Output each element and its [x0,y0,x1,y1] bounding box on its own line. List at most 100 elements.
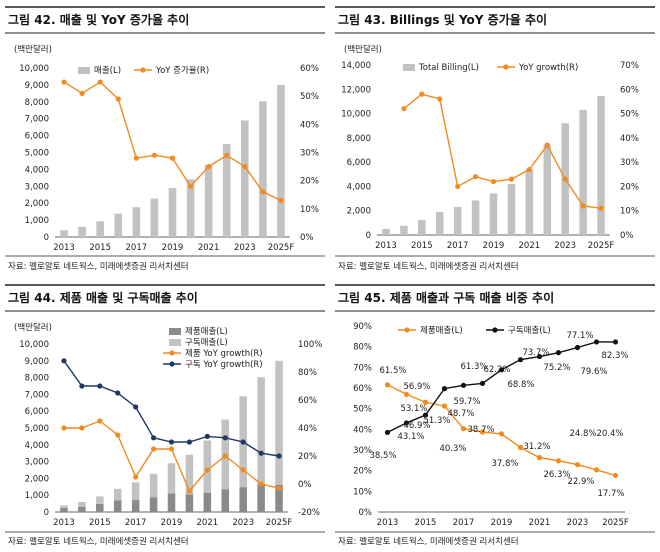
chart3-subscription-bar [275,360,283,485]
chart2-billing-bar [382,228,390,235]
chart1-revenue-bar [259,101,267,237]
chart3-product-yoy-point [61,425,67,431]
chart3-y-right-tick-label: -20% [298,508,320,518]
chart4-product-data-label: 20.4% [596,429,623,439]
chart3-subscription-yoy-point [79,383,85,389]
chart4-legend-product-swatch-point [404,327,410,333]
chart3-product-yoy-point [115,432,121,438]
chart4-y-left-tick-label: 20% [353,467,372,477]
chart2-billing-bar [489,193,498,235]
chart1-y-right-tick-label: 50% [300,92,319,102]
chart1-yoy-point [115,96,121,102]
chart3-y-left-tick-label: 6,000 [25,407,49,417]
chart4-y-left-tick-label: 60% [353,384,372,394]
chart-1: 0 1,000 2,000 3,000 4,000 5,000 6,000 7,000 8,00… [19,64,319,253]
chart2-billing-bar [471,200,480,235]
chart4-product-point [593,467,600,473]
panel-3-source: 자료: 펠로알토 네트웍스, 미래에셋증권 리서치센터 [8,536,189,547]
chart4-product-data-label: 31.2% [523,442,550,452]
chart4-product-point [479,429,486,435]
chart1-y-left-tick-label: 10,000 [19,64,49,74]
chart2-billing-bar [525,169,534,235]
chart1-x-tick-label: 2015 [89,243,111,253]
chart3-product-bar [60,507,68,512]
chart3-product-bar [221,489,230,512]
chart3-product-bar [203,492,212,512]
chart1-yoy-point [224,152,230,158]
chart4-x-tick-label: 2019 [491,518,513,528]
chart3-subscription-bar [203,440,212,493]
chart3-product-yoy-point [276,485,282,491]
chart4-subscription-point [384,429,391,436]
chart3-product-bar [78,506,86,512]
chart4-y-left-tick-label: 80% [353,343,372,353]
chart1-y-left-tick-label: 3,000 [25,182,49,192]
chart3-y-right-tick-label: 80% [298,368,317,378]
chart1-y-left-tick-label: 2,000 [25,199,49,209]
chart1-revenue-bar [204,165,213,237]
chart2-legend-billing-label: Total Billing(L) [418,63,479,73]
chart1-yoy-point [206,163,212,170]
chart3-subscription-yoy-point [204,433,210,439]
chart4-subscription-point [555,350,562,356]
chart4-product-point [403,391,410,398]
chart1-yoy-point [169,155,176,161]
chart3-product-yoy-point [222,453,228,459]
chart2-y-left-tick-label: 12,000 [341,85,371,95]
chart3-product-bar [149,497,158,512]
chart4-product-data-label: 22.9% [567,477,594,487]
chart3-legend-subscription-yoy-label: 구독 YoY growth(R) [185,360,263,370]
chart1-legend-revenue-label: 매출(L) [94,65,121,76]
chart3-subscription-bar [78,501,86,507]
chart4-x-tick-label: 2025F [602,518,629,528]
chart4-subscription-point [612,339,619,345]
chart2-billing-bar [453,206,462,235]
chart3-y-left-tick-label: 4,000 [25,441,49,451]
chart1-revenue-bar [277,84,285,238]
chart4-y-left-tick-label: 0% [359,508,373,518]
chart2-x-tick-label: 2013 [375,241,397,251]
chart2-yoy-point [508,176,515,182]
chart2-yoy-point [419,91,425,97]
chart4-subscription-point [536,353,543,360]
chart1-revenue-bar [222,144,231,237]
chart3-subscription-bar [60,505,68,508]
chart2-y-right-tick-label: 40% [620,134,639,144]
chart3-subscription-yoy-point [168,439,175,445]
chart3-y-left-tick-label: 5,000 [25,424,49,434]
chart2-y-left-tick-label: 6,000 [347,158,371,168]
chart1-x-tick-label: 2025F [268,243,295,253]
chart3-x-tick-label: 2013 [53,518,75,528]
panel-4-title: 그림 45. 제품 매출과 구독 매출 비중 추이 [338,290,554,305]
chart1-x-tick-label: 2023 [234,243,256,253]
chart-4: 0% 10% 20% 30% 40% 50% 60% 70% 80% 90% 2013 2015 201… [353,322,629,528]
chart3-subscription-bar [257,377,265,485]
chart2-yoy-point [472,174,479,180]
chart3-product-yoy-point [150,446,157,452]
chart3-y-left-tick-label: 10,000 [19,340,49,350]
chart4-product-point [555,458,562,464]
chart1-yoy-point [151,152,158,158]
chart2-billing-bar [579,109,587,235]
chart3-y-left-tick-label: 7,000 [25,390,49,400]
chart3-product-bar [239,487,247,512]
chart2-y-right-tick-label: 30% [620,158,639,168]
panel-4: 그림 45. 제품 매출과 구독 매출 비중 추이 0% 10% 20% 30% 40%… [335,284,655,547]
chart3-product-yoy-point [97,418,103,424]
chart3-subscription-bar [149,473,158,498]
chart3-product-bar [96,503,104,512]
panel-1-unit: (백만달러) [14,44,52,55]
chart3-y-left-tick-label: 1,000 [25,491,49,501]
chart2-billing-bar [418,220,426,235]
panel-3-title: 그림 44. 제품 매출 및 구독매출 추이 [8,290,198,305]
chart1-y-right-tick-label: 60% [300,64,319,74]
chart2-x-tick-label: 2015 [411,241,433,251]
chart2-x-tick-label: 2019 [483,241,505,251]
chart2-y-left-tick-label: 14,000 [341,61,371,71]
chart3-product-yoy-point [240,467,246,473]
chart3-y-right-tick-label: 20% [298,452,317,462]
chart2-yoy-point [562,176,568,182]
chart3-subscription-yoy-point [222,435,228,441]
chart4-subscription-point [441,386,448,392]
